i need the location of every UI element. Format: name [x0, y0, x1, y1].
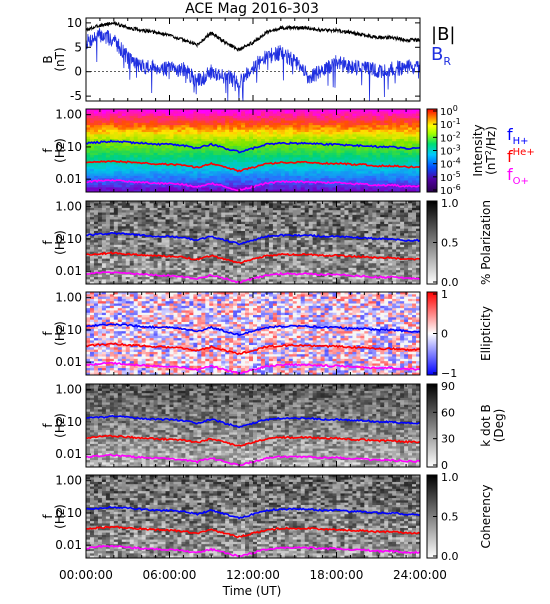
- series-btotal-line: [86, 22, 420, 51]
- panel-polarization: 1.000.100.01f(Hz)1.00.50.0% Polarization: [41, 197, 493, 289]
- colorbar-tick-exponent: -5: [453, 170, 461, 179]
- y-tick-label: 0.01: [55, 172, 82, 186]
- panel-intensity: 1.000.100.01f(Hz)10010-110-210-310-410-5…: [41, 104, 498, 197]
- colorbar-tick-label: 10-3: [440, 144, 461, 158]
- y-axis-unit: (Hz): [53, 138, 67, 163]
- colorbar-tick-exponent: -1: [453, 117, 461, 126]
- y-tick-label: 1.00: [55, 108, 82, 122]
- colorbar-tick-exponent: -2: [453, 130, 461, 139]
- colorbar-tick-label: 10-6: [440, 183, 461, 197]
- colorbar-tick-exponent: -6: [453, 183, 461, 192]
- colorbar-unit-tail: /Hz): [484, 126, 498, 150]
- y-tick-label: -5: [70, 89, 82, 103]
- y-tick-label: 10: [67, 16, 82, 30]
- y-axis-unit: (nT): [53, 47, 67, 71]
- colorbar-unit: (nT2/Hz): [484, 126, 498, 175]
- colorbar-tick-label: 100: [440, 104, 458, 118]
- colorbar-label: Intensity: [471, 124, 485, 176]
- colorbar-tick-exponent: -4: [453, 157, 461, 166]
- colorbar-tick-label: 10-5: [440, 170, 461, 184]
- colorbar-tick-exponent: 0: [453, 104, 458, 113]
- colorbar-tick-label: 10-2: [440, 130, 461, 144]
- legend-br-subscript: R: [443, 55, 451, 68]
- y-tick-label: 5: [74, 40, 82, 54]
- colorbar-tick-exponent: -3: [453, 144, 461, 153]
- series-br-line: [86, 28, 420, 101]
- colorbar-tick-label: 10-1: [440, 117, 461, 131]
- y-tick-label: 0: [74, 65, 82, 79]
- legend-btotal: |B|: [431, 24, 455, 45]
- legend-br: BR: [431, 44, 451, 68]
- figure-title: ACE Mag 2016-303: [185, 1, 319, 17]
- colorbar-tick-label: 10-4: [440, 157, 461, 171]
